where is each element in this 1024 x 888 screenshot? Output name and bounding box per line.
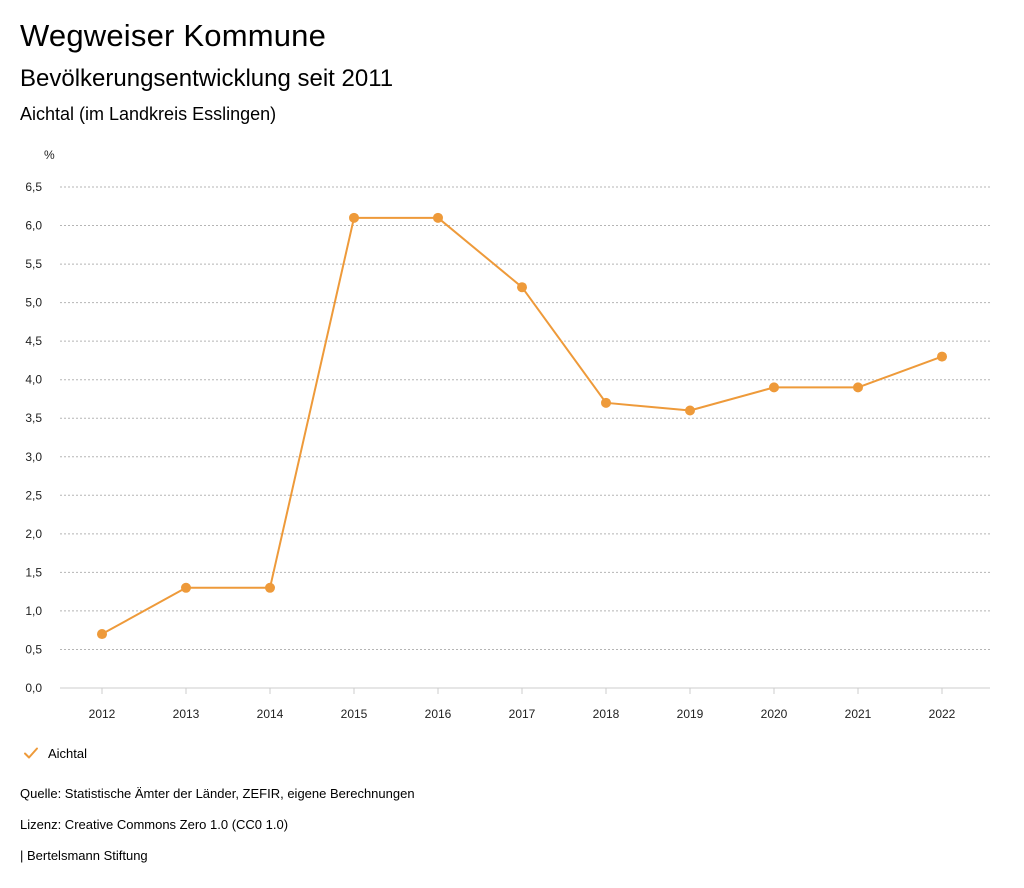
y-tick-label: 2,5 [25,488,42,502]
data-point[interactable] [97,629,107,640]
y-tick-label: 6,0 [25,219,42,233]
y-tick-label: 3,0 [25,450,42,464]
series-layer [97,212,947,640]
region-label: Aichtal (im Landkreis Esslingen) [20,104,277,124]
x-tick-label: 2017 [509,707,536,721]
data-point[interactable] [769,382,779,393]
license-note: Lizenz: Creative Commons Zero 1.0 (CC0 1… [20,817,289,832]
y-tick-label: 0,0 [25,681,42,695]
x-tick-label: 2022 [929,707,956,721]
data-point[interactable] [349,212,359,223]
data-point[interactable] [601,397,611,408]
checkmark-icon [24,747,38,759]
page-title: Wegweiser Kommune [20,18,327,53]
publisher-note: | Bertelsmann Stiftung [20,848,148,863]
data-point[interactable] [181,582,191,593]
series-line-aichtal [101,216,943,635]
x-tick-label: 2013 [173,707,200,721]
source-note: Quelle: Statistische Ämter der Länder, Z… [20,786,415,801]
data-point[interactable] [853,382,863,393]
legend-label: Aichtal [48,745,88,761]
data-point[interactable] [265,582,275,593]
data-point[interactable] [937,351,947,362]
data-point[interactable] [685,405,695,416]
y-tick-label: 1,0 [25,604,42,618]
legend-item-aichtal[interactable]: Aichtal [22,744,87,762]
grid-lines [60,186,990,689]
data-point[interactable] [433,212,443,223]
data-point[interactable] [517,282,527,293]
y-tick-label: 4,5 [25,334,42,348]
x-tick-label: 2020 [761,707,788,721]
y-tick-label: 1,5 [25,565,42,579]
x-tick-label: 2015 [341,707,368,721]
x-tick-label: 2012 [89,707,116,721]
x-tick-label: 2021 [845,707,872,721]
y-tick-label: 0,5 [25,642,42,656]
x-tick-label: 2019 [677,707,704,721]
chart-subtitle: Bevölkerungsentwicklung seit 2011 [20,65,394,92]
axes: % 0,0 0,5 1,0 1,5 2,0 2,5 3,0 3,5 4,0 4,5 5,0 5,5 6,0… [25,148,955,721]
x-tick-label: 2016 [425,707,452,721]
y-axis-unit-label: % [44,148,55,162]
y-tick-label: 4,0 [25,373,42,387]
y-tick-label: 3,5 [25,411,42,425]
y-tick-label: 5,0 [25,296,42,310]
x-tick-label: 2018 [593,707,620,721]
line-chart: % 0,0 0,5 1,0 1,5 2,0 2,5 3,0 3,5 4,0 4,5 5,0 5,5 6,0… [25,148,990,721]
y-tick-label: 2,0 [25,527,42,541]
y-tick-label: 6,5 [25,180,42,194]
y-tick-label: 5,5 [25,257,42,271]
x-tick-label: 2014 [257,707,284,721]
